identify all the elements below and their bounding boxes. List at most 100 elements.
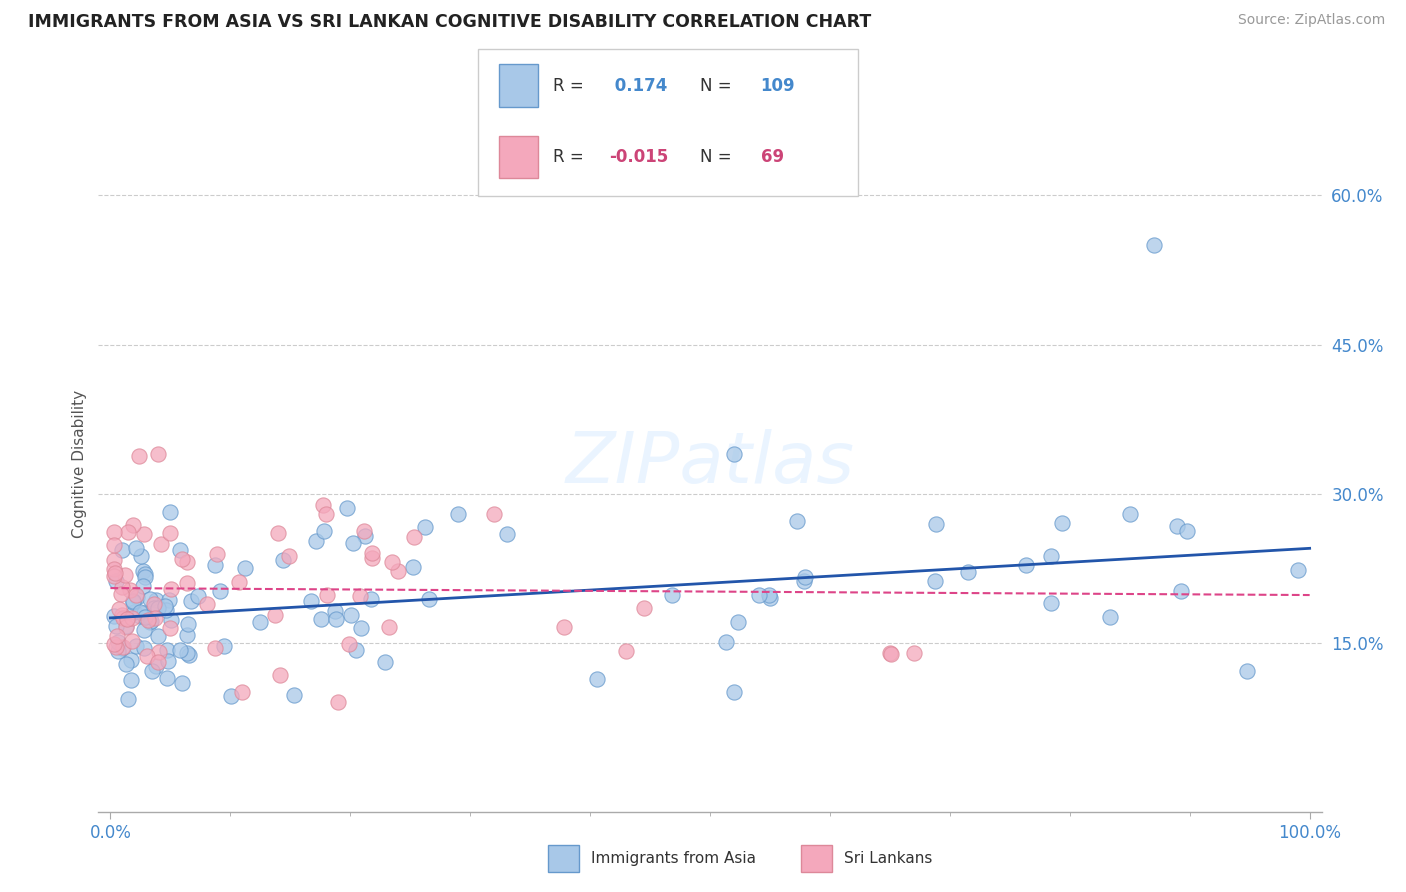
Point bbox=[148, 447, 170, 461]
Point bbox=[924, 517, 946, 532]
Point bbox=[1170, 584, 1192, 599]
Point bbox=[360, 551, 382, 566]
Point bbox=[187, 589, 209, 603]
Point bbox=[124, 541, 146, 555]
Point bbox=[378, 620, 401, 634]
Point bbox=[103, 552, 125, 566]
Point bbox=[381, 555, 404, 569]
Point bbox=[353, 524, 375, 538]
Point bbox=[283, 689, 305, 703]
Point bbox=[111, 608, 134, 623]
Point bbox=[115, 657, 138, 671]
Point bbox=[176, 628, 198, 642]
Point bbox=[124, 640, 146, 654]
Point bbox=[204, 641, 226, 656]
Point bbox=[143, 611, 166, 625]
Text: 0.174: 0.174 bbox=[609, 77, 668, 95]
Point bbox=[129, 608, 152, 623]
Point bbox=[176, 555, 198, 569]
Point bbox=[1236, 664, 1258, 678]
Point bbox=[727, 615, 749, 629]
Point bbox=[111, 543, 134, 558]
Point bbox=[323, 604, 346, 618]
Point bbox=[299, 594, 322, 608]
Point bbox=[249, 615, 271, 629]
Point bbox=[267, 526, 290, 541]
Point bbox=[374, 656, 396, 670]
Point bbox=[139, 591, 162, 606]
Point bbox=[1119, 507, 1142, 521]
Point bbox=[336, 501, 359, 516]
Point bbox=[233, 561, 256, 575]
Text: -0.015: -0.015 bbox=[609, 148, 668, 166]
Point bbox=[924, 574, 946, 588]
Point bbox=[361, 546, 384, 560]
Point bbox=[132, 526, 155, 541]
Point bbox=[172, 551, 194, 566]
Point bbox=[340, 607, 363, 622]
Point bbox=[120, 673, 142, 687]
Point bbox=[314, 524, 336, 538]
Point bbox=[108, 601, 131, 615]
Point bbox=[614, 644, 637, 658]
Point bbox=[136, 613, 159, 627]
Point bbox=[315, 507, 337, 521]
Point bbox=[134, 606, 156, 620]
Point bbox=[747, 588, 769, 602]
Point bbox=[344, 643, 367, 657]
Text: R =: R = bbox=[553, 77, 589, 95]
Point bbox=[122, 605, 145, 619]
Point bbox=[349, 589, 371, 603]
Point bbox=[880, 648, 903, 662]
Point bbox=[156, 643, 179, 657]
Point bbox=[879, 646, 901, 660]
Point bbox=[104, 566, 127, 580]
Point bbox=[122, 594, 145, 608]
Point bbox=[117, 524, 139, 539]
Point bbox=[350, 621, 373, 635]
Point bbox=[633, 601, 655, 615]
Point bbox=[145, 593, 167, 607]
Text: Sri Lankans: Sri Lankans bbox=[844, 851, 932, 866]
Point bbox=[134, 610, 156, 624]
Point bbox=[132, 623, 155, 637]
Point bbox=[337, 637, 360, 651]
Point bbox=[342, 536, 364, 550]
Point bbox=[125, 588, 148, 602]
Point bbox=[208, 584, 231, 599]
Point bbox=[103, 538, 125, 552]
Text: IMMIGRANTS FROM ASIA VS SRI LANKAN COGNITIVE DISABILITY CORRELATION CHART: IMMIGRANTS FROM ASIA VS SRI LANKAN COGNI… bbox=[28, 13, 872, 31]
Point bbox=[156, 671, 179, 685]
Point bbox=[228, 574, 250, 589]
Point bbox=[155, 599, 177, 613]
Point bbox=[143, 597, 166, 611]
Point bbox=[402, 560, 425, 574]
Point bbox=[315, 588, 337, 602]
Point bbox=[104, 640, 127, 655]
Point bbox=[1177, 524, 1199, 539]
Point bbox=[723, 685, 745, 699]
Point bbox=[110, 580, 132, 594]
Point bbox=[146, 601, 169, 615]
Point bbox=[360, 591, 382, 606]
Point bbox=[418, 592, 440, 607]
Point bbox=[176, 576, 198, 591]
Point bbox=[132, 640, 155, 655]
Point bbox=[103, 562, 125, 576]
Point bbox=[155, 603, 177, 617]
Text: N =: N = bbox=[700, 148, 737, 166]
Point bbox=[115, 619, 138, 633]
Point bbox=[957, 565, 980, 579]
Point bbox=[148, 656, 170, 670]
Point bbox=[131, 579, 153, 593]
Point bbox=[105, 619, 128, 633]
Point bbox=[231, 685, 253, 699]
Point bbox=[115, 620, 138, 634]
Point bbox=[148, 645, 170, 659]
Point bbox=[1040, 549, 1063, 563]
Point bbox=[305, 533, 328, 548]
Point bbox=[553, 620, 575, 634]
Point bbox=[110, 586, 132, 600]
Point bbox=[312, 499, 335, 513]
Point bbox=[1143, 238, 1166, 252]
